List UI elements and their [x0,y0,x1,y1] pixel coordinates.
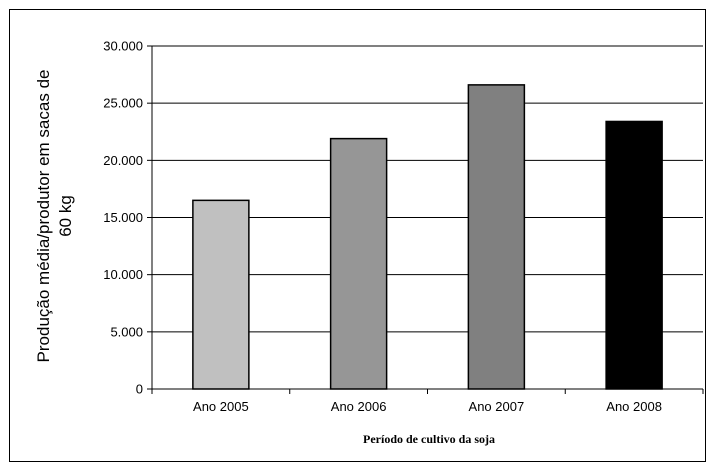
x-tick-label: Ano 2006 [331,399,387,414]
y-axis-label-line2: 60 kg [56,195,75,237]
y-axis-label-line1: Produção média/produtor em sacas de [34,70,53,363]
y-tick-label: 15.000 [103,210,143,225]
x-tick-label: Ano 2007 [469,399,525,414]
y-tick-label: 0 [136,382,143,397]
y-tick-label: 25.000 [103,96,143,111]
y-tick-labels: 0 5.000 10.000 15.000 20.000 25.000 30.000 [103,39,143,397]
y-tick-label: 5.000 [110,324,143,339]
y-tick-label: 10.000 [103,267,143,282]
bar [605,120,663,390]
bar [329,137,388,390]
x-axis-label: Período de cultivo da soja [363,432,495,446]
bar [192,199,250,390]
x-tick-label: Ano 2005 [193,399,249,414]
x-tick-label: Ano 2008 [606,399,662,414]
bar [467,84,526,390]
bars [192,84,663,390]
y-tick-label: 30.000 [103,39,143,54]
x-tick-labels: Ano 2005 Ano 2006 Ano 2007 Ano 2008 [193,399,662,414]
y-tick-label: 20.000 [103,153,143,168]
